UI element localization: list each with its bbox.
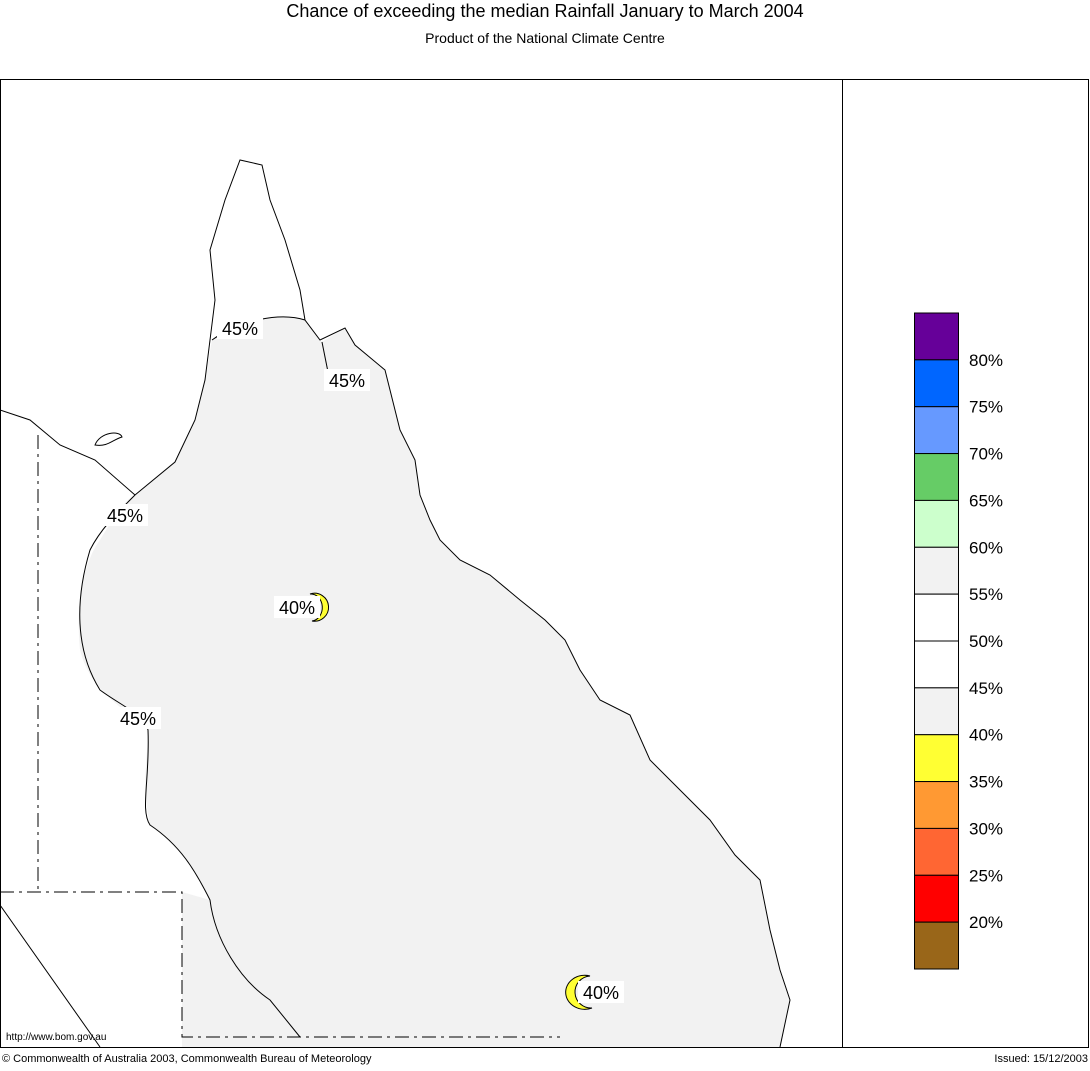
label-bg (217, 317, 263, 339)
legend-swatch (914, 499, 959, 548)
legend-label: 65% (969, 491, 1003, 510)
legend-label: 60% (969, 538, 1003, 557)
issued: Issued: 15/12/2003 (994, 1053, 1088, 1065)
legend-swatch (914, 453, 959, 501)
legend-label: 45% (969, 679, 1003, 698)
legend-swatch (914, 406, 959, 455)
contour-label: 45% (329, 371, 365, 391)
label-bg (324, 369, 370, 391)
label-bg (578, 981, 624, 1003)
url: http://www.bom.gov.au (6, 1032, 106, 1043)
contour-label: 45% (107, 506, 143, 526)
legend-swatch (914, 874, 959, 923)
legend-label: 25% (969, 866, 1003, 885)
subtitle: Product of the National Climate Centre (425, 30, 665, 46)
contour-label: 45% (222, 319, 258, 339)
legend-label: 70% (969, 445, 1003, 464)
legend-swatch (914, 546, 959, 595)
legend-swatch (914, 312, 959, 361)
legend-swatch (914, 734, 959, 783)
legend-label: 30% (969, 819, 1003, 838)
title: Chance of exceeding the median Rainfall … (286, 1, 803, 21)
copyright: © Commonwealth of Australia 2003, Common… (2, 1053, 372, 1065)
legend-swatch (914, 687, 959, 736)
legend-label: 55% (969, 585, 1003, 604)
legend-label: 80% (969, 351, 1003, 370)
map (0, 159, 791, 1048)
legend-swatch (914, 921, 959, 970)
legend-swatch (914, 781, 959, 829)
contour-label: 45% (120, 709, 156, 729)
contour-40 (565, 974, 593, 1010)
label-bg (274, 596, 320, 618)
label-bg (115, 707, 161, 729)
island (94, 432, 123, 446)
contour-labels: 45% 45% 45% 45% 40% 40% (102, 317, 624, 1003)
legend-label: 50% (969, 632, 1003, 651)
shaded-region (78, 316, 791, 1047)
legend-swatch (914, 593, 959, 642)
legend-swatch (914, 827, 959, 876)
label-bg (102, 504, 148, 526)
legend-label: 40% (969, 726, 1003, 745)
legend-label: 20% (969, 913, 1003, 932)
legend: 80% 75% 70% 65% 60% 55% 50% 45% 40% 35% 30% 25% 20% (914, 312, 1003, 970)
contour-label: 40% (583, 983, 619, 1003)
border (0, 904, 101, 1048)
legend-swatch (914, 640, 959, 689)
contour-label: 40% (279, 598, 315, 618)
contour-40 (309, 592, 330, 622)
coastline (0, 159, 791, 1048)
legend-label: 75% (969, 398, 1003, 417)
legend-frame (842, 79, 1089, 1048)
state-border (0, 435, 560, 1038)
legend-swatch (914, 359, 959, 408)
legend-label: 35% (969, 773, 1003, 792)
